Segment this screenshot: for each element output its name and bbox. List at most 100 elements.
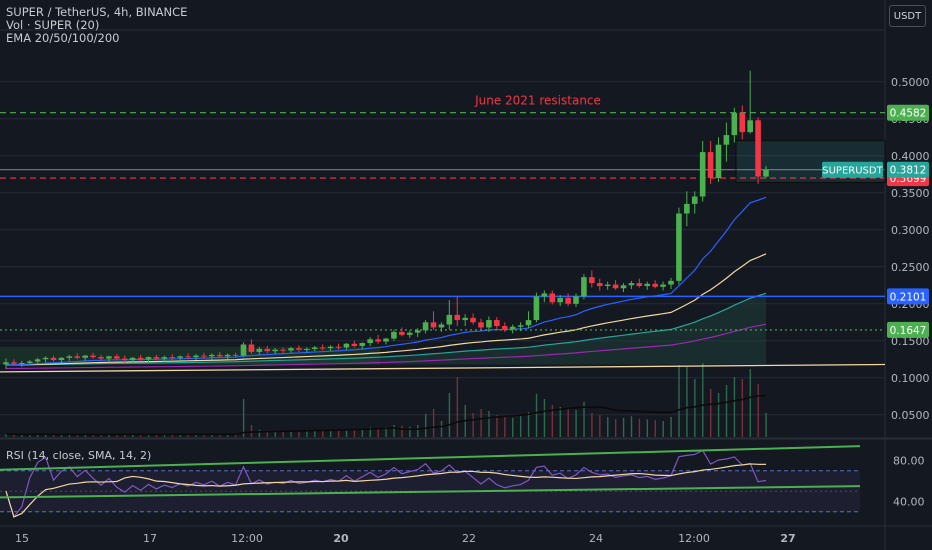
candle-body: [153, 357, 160, 359]
volume-bar: [654, 420, 656, 437]
rsi-tick-label: 80.00: [893, 455, 925, 468]
candle-body: [34, 359, 41, 362]
volume-bar: [314, 430, 316, 437]
candle-body: [470, 317, 476, 323]
candle-body: [652, 283, 658, 287]
level-price-label: 0.1647: [890, 325, 927, 337]
volume-bar: [638, 418, 641, 437]
candle-body: [201, 355, 207, 357]
volume-bar: [496, 415, 498, 437]
candle-body: [414, 330, 421, 333]
volume-bar: [694, 379, 696, 437]
ema-indicator-label[interactable]: EMA 20/50/100/200: [6, 31, 120, 45]
candle-body: [454, 314, 461, 321]
candle-body: [90, 355, 96, 358]
currency-button[interactable]: USDT: [889, 5, 926, 27]
volume-bar: [187, 434, 189, 437]
candle-body: [177, 356, 183, 358]
current-price-tag: [887, 161, 929, 178]
candle-body: [232, 354, 239, 356]
candle-body: [668, 280, 674, 285]
time-tick-label: 17: [143, 532, 157, 545]
candle-body: [422, 322, 429, 331]
candle-body: [264, 348, 271, 352]
price-tick-label: 0.5000: [891, 76, 930, 89]
candle-body: [42, 357, 49, 360]
candle-body: [628, 283, 635, 286]
volume-bar: [13, 434, 15, 437]
candle-body: [106, 356, 112, 359]
candle-body: [676, 213, 682, 281]
time-tick-label: 22: [462, 532, 476, 545]
volume-bar: [765, 413, 767, 437]
volume-bar: [84, 435, 86, 437]
price-tick-label: 0.1000: [891, 372, 930, 385]
long-term-ema-line: [0, 363, 886, 373]
volume-bar: [108, 434, 110, 437]
volume-bar: [512, 417, 514, 437]
candle-body: [755, 120, 761, 177]
candle-body: [304, 348, 310, 350]
candle-body: [296, 348, 302, 350]
ema200-line: [5, 323, 767, 370]
candle-body: [715, 144, 722, 178]
volume-bar: [662, 421, 664, 437]
candle-body: [161, 357, 168, 359]
candle-body: [557, 297, 563, 303]
candle-body: [438, 324, 445, 328]
volume-bar: [599, 415, 601, 437]
candle-body: [280, 349, 286, 351]
candle-body: [114, 356, 120, 359]
volume-bar: [298, 431, 300, 437]
volume-bar: [132, 434, 134, 437]
volume-bar: [417, 425, 419, 437]
candle-body: [137, 357, 144, 360]
candle-body: [478, 322, 484, 328]
price-tick-label: 0.1500: [891, 335, 930, 348]
candle-body: [525, 320, 532, 326]
symbol-title[interactable]: SUPER / TetherUS, 4h, BINANCE: [6, 5, 188, 19]
volume-bar: [250, 425, 253, 437]
price-tick-label: 0.4000: [891, 150, 930, 163]
level-price-label: 0.2101: [890, 291, 927, 303]
volume-bar: [353, 429, 356, 437]
candle-body: [573, 296, 579, 304]
price-tick-label: 0.0500: [891, 409, 930, 422]
current-price-label: 0.3812: [890, 165, 927, 177]
resistance-annotation: June 2021 resistance: [474, 93, 601, 107]
candle-body: [636, 283, 643, 287]
candle-body: [169, 357, 176, 359]
time-tick-label: 24: [589, 532, 603, 545]
candle-body: [74, 356, 81, 358]
candle-body: [509, 326, 516, 329]
candle-body: [58, 357, 65, 361]
volume-bar: [583, 401, 585, 437]
volume-bar: [171, 434, 174, 437]
rsi-indicator-label[interactable]: RSI (14, close, SMA, 14, 2): [6, 449, 152, 462]
volume-bar: [92, 434, 94, 437]
volume-bar: [678, 365, 680, 437]
candle-body: [319, 347, 326, 349]
candle-body: [684, 203, 690, 214]
volume-bar: [345, 430, 348, 437]
candle-body: [739, 112, 746, 133]
volume-bar: [551, 405, 554, 437]
candle-body: [747, 120, 753, 133]
chart-header-area: [0, 0, 885, 30]
candle-body: [351, 343, 358, 346]
candle-body: [399, 331, 405, 335]
rsi-lower-trendline: [0, 485, 861, 499]
candle-body: [660, 284, 666, 287]
volume-indicator-label[interactable]: Vol · SUPER (20): [6, 18, 100, 32]
candle-body: [272, 349, 278, 352]
candle-body: [565, 297, 571, 304]
candle-body: [248, 344, 255, 352]
volume-bar: [456, 377, 459, 437]
candle-body: [311, 347, 318, 349]
volume-bar: [29, 434, 31, 437]
candle-body: [256, 348, 263, 352]
volume-bar: [757, 384, 759, 437]
candle-body: [612, 284, 619, 289]
